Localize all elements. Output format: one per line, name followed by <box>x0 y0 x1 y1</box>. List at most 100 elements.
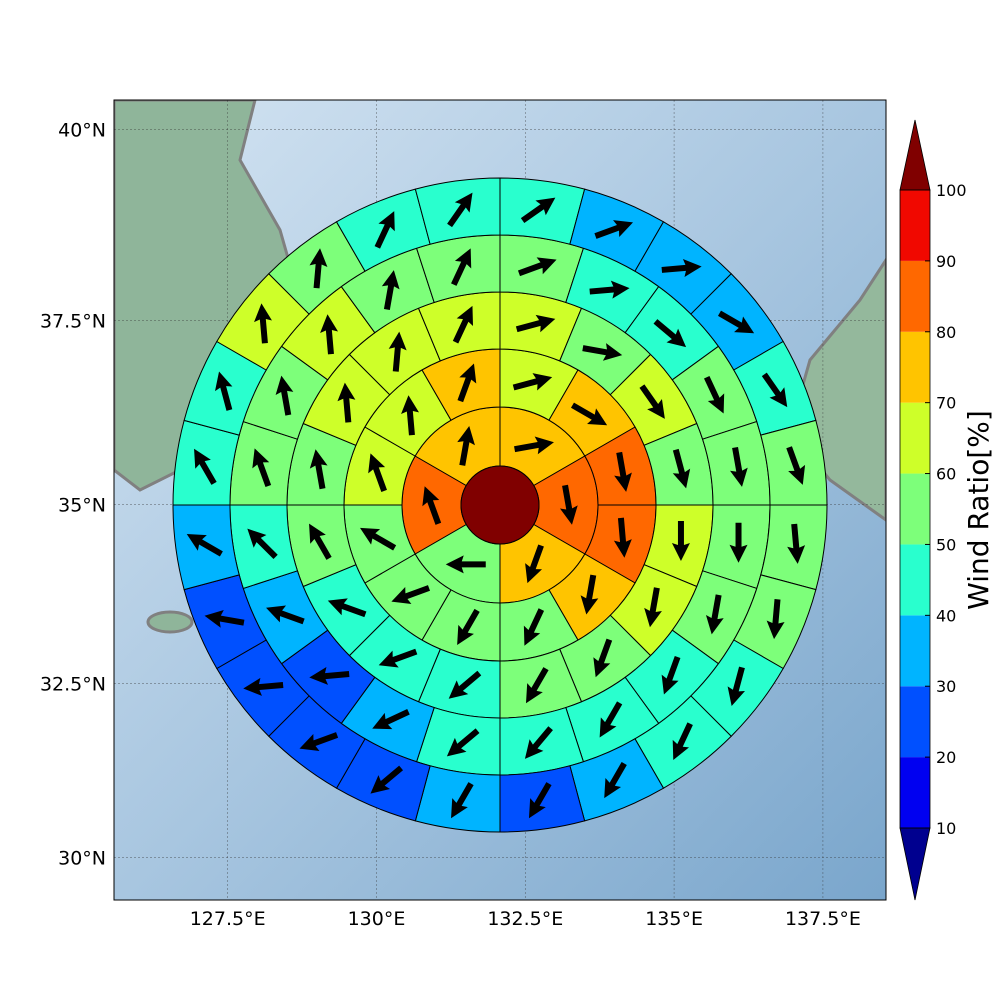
wind-arrow <box>309 449 328 490</box>
wind-arrow <box>594 220 634 239</box>
wind-arrow <box>580 574 599 615</box>
wind-arrow <box>528 782 552 819</box>
wind-arrow <box>727 666 745 707</box>
wind-arrow <box>661 259 702 277</box>
center-disk <box>460 465 540 545</box>
x-tick-label: 137.5°E <box>785 908 861 930</box>
wind-arrow <box>559 484 578 525</box>
wind-arrow <box>243 677 284 696</box>
wind-arrow <box>582 343 623 361</box>
wind-arrow <box>452 305 474 344</box>
colorbar-bin <box>900 757 930 828</box>
wind-arrow <box>447 192 473 228</box>
wind-arrow <box>524 726 553 759</box>
wind-arrow <box>593 638 613 678</box>
colorbar-tick-label: 90 <box>936 252 956 271</box>
wind-arrow <box>457 608 480 645</box>
ticks: 127.5°E 130°E 132.5°E 135°E 137.5°E 30°N 32.5°… <box>40 120 861 930</box>
wind-arrow <box>705 594 724 635</box>
wind-arrow <box>457 363 477 403</box>
wind-arrow <box>337 382 356 423</box>
colorbar-tick-label: 70 <box>936 394 956 413</box>
wind-arrow <box>589 280 630 299</box>
wind-arrow <box>388 331 407 372</box>
colorbar-bin <box>900 260 930 332</box>
wind-arrow <box>729 522 748 563</box>
sector <box>172 419 240 506</box>
wind-arrow <box>613 517 632 558</box>
wind-arrow <box>320 314 339 355</box>
arrows <box>186 192 806 819</box>
colorbar-bin <box>900 473 930 545</box>
wind-arrow <box>422 486 442 525</box>
colorbar-tick-label: 50 <box>936 535 956 554</box>
y-tick-label: 30°N <box>58 848 106 870</box>
wind-arrow <box>570 402 608 426</box>
wind-arrow <box>370 765 404 794</box>
sector <box>414 765 501 833</box>
wind-arrow <box>275 375 294 416</box>
wind-arrow <box>512 373 553 391</box>
y-tick-label: 32.5°N <box>40 674 106 696</box>
wind-arrow <box>451 248 472 286</box>
colorbar: 10 20 30 40 50 60 70 80 90 100 <box>899 119 967 901</box>
colorbar-tick-label: 60 <box>936 465 956 484</box>
x-tick-label: 135°E <box>645 908 703 930</box>
colorbar-label: Wind Ratio[%] <box>962 410 995 610</box>
wind-arrow <box>186 533 223 557</box>
x-tick-label: 130°E <box>348 908 406 930</box>
wind-arrow <box>457 425 475 466</box>
wind-arrow <box>372 709 410 730</box>
colorbar-tick-label: 20 <box>936 748 956 767</box>
wind-arrow <box>515 314 556 333</box>
wind-arrow <box>446 728 480 757</box>
colorbar-bin <box>900 331 930 403</box>
wind-arrow <box>671 520 690 561</box>
wind-arrow <box>599 701 623 738</box>
y-tick-label: 40°N <box>58 120 106 142</box>
wind-arrow <box>451 782 474 819</box>
wind-arrow <box>614 451 632 492</box>
wind-arrow <box>717 310 755 334</box>
wind-arrow <box>381 270 400 311</box>
land-island <box>146 610 194 634</box>
wind-arrow <box>360 527 397 551</box>
wind-arrow <box>254 303 272 344</box>
colorbar-bin <box>900 190 930 261</box>
wind-arrow <box>327 598 367 618</box>
colorbar-frame <box>899 189 931 829</box>
y-tick-label: 35°N <box>58 495 106 517</box>
wind-arrow <box>266 605 305 625</box>
y-tick-label: 37.5°N <box>40 310 106 332</box>
wind-arrow <box>448 670 482 699</box>
wind-arrow <box>401 395 419 436</box>
wind-arrow <box>639 384 665 419</box>
colorbar-bin <box>900 615 930 687</box>
map-frame <box>113 99 887 901</box>
wind-arrow <box>787 523 806 564</box>
wind-arrow <box>525 544 544 584</box>
x-tick-label: 132.5°E <box>487 908 563 930</box>
colorbar-bin <box>900 544 930 616</box>
wind-arrow <box>604 761 627 799</box>
wind-arrow <box>309 666 350 685</box>
wind-arrow <box>520 197 556 223</box>
wind-arrow <box>374 211 395 249</box>
colorbar-bin <box>900 402 930 474</box>
wind-arrow <box>194 448 217 485</box>
wind-arrow <box>661 655 681 695</box>
colorbar-over <box>899 119 931 191</box>
wind-arrow <box>309 523 332 560</box>
wind-arrow <box>299 732 339 751</box>
wind-arrow <box>766 599 785 640</box>
wind-arrow <box>368 453 387 492</box>
wind-arrow <box>525 667 549 704</box>
wind-arrow <box>653 319 687 348</box>
wind-arrow <box>252 448 272 488</box>
wind-arrow <box>517 257 557 277</box>
colorbar-under <box>899 827 931 901</box>
wind-arrow <box>786 446 806 485</box>
wind-arrow <box>215 371 233 411</box>
colorbar-tick-label: 80 <box>936 323 956 342</box>
